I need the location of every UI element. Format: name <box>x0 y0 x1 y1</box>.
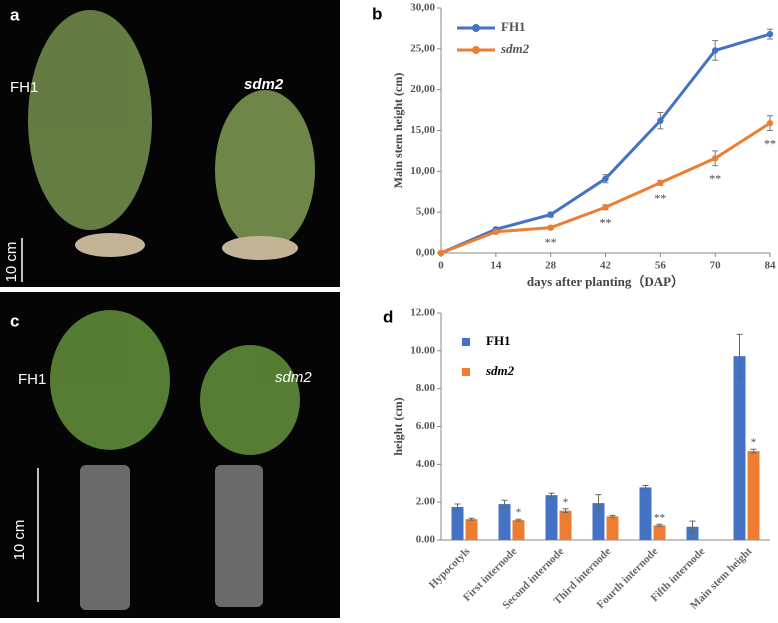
y-tick-label: 0,00 <box>416 247 436 259</box>
y-tick-label: 30,00 <box>410 2 435 14</box>
bar <box>747 451 760 540</box>
y-tick-label: 5,00 <box>416 206 436 218</box>
point <box>657 117 664 124</box>
x-tick-label: 56 <box>655 260 667 272</box>
panel-label: b <box>372 4 382 23</box>
error-bar <box>595 494 602 513</box>
x-tick-label: 84 <box>765 260 777 272</box>
y-tick-label: 25,00 <box>410 42 435 54</box>
x-tick-label: 70 <box>710 260 722 272</box>
error-bar <box>515 518 522 522</box>
bar <box>512 520 525 540</box>
annotation: ** <box>545 235 557 249</box>
legend-marker <box>472 46 480 54</box>
error-bar <box>548 492 555 498</box>
point <box>547 224 554 231</box>
x-tick-label: Hypocotyls <box>427 545 473 591</box>
annotation: ** <box>654 512 665 524</box>
bar <box>498 504 511 540</box>
plants-a <box>28 10 315 260</box>
error-bar <box>642 485 649 490</box>
legend-label: sdm2 <box>500 41 530 56</box>
error-bar <box>750 448 757 454</box>
legend-marker <box>472 24 480 32</box>
point <box>547 211 554 218</box>
error-bar <box>562 508 569 514</box>
point <box>711 47 719 54</box>
point <box>492 228 500 235</box>
y-tick-label: 6.00 <box>416 420 436 432</box>
scale-label: 10 cm <box>3 242 20 283</box>
error-bar <box>468 517 475 521</box>
error-bar <box>501 499 508 509</box>
strain-label: FH1 <box>10 79 38 96</box>
bar <box>465 519 478 540</box>
legend-label: sdm2 <box>485 363 515 378</box>
y-tick-label: 12.00 <box>410 307 435 319</box>
bar <box>733 356 746 540</box>
annotation: ** <box>654 191 666 205</box>
annotation: * <box>516 507 522 519</box>
y-tick-label: 8.00 <box>416 382 436 394</box>
photo-c <box>0 292 340 618</box>
bar <box>451 506 464 540</box>
panel-label: d <box>383 307 393 326</box>
y-axis-title: Main stem height (cm) <box>391 73 405 189</box>
point <box>657 179 664 186</box>
point <box>437 249 445 257</box>
y-tick-label: 10,00 <box>410 165 435 177</box>
annotation: ** <box>709 171 721 185</box>
annotation: ** <box>600 215 612 229</box>
strain-label: sdm2 <box>275 369 312 386</box>
plants-c <box>50 310 300 610</box>
x-tick-label: 14 <box>490 260 502 272</box>
error-bar <box>609 514 616 518</box>
point <box>602 204 609 211</box>
y-tick-label: 2.00 <box>416 496 436 508</box>
scale-label: 10 cm <box>11 520 28 561</box>
legend-swatch <box>462 338 470 346</box>
x-tick-label: 28 <box>545 260 557 272</box>
point <box>766 30 774 38</box>
y-tick-label: 10.00 <box>410 344 435 356</box>
x-tick-label: 42 <box>600 260 612 272</box>
y-tick-label: 0.00 <box>416 534 436 546</box>
legend-label: FH1 <box>486 333 511 348</box>
annotation: * <box>751 437 757 449</box>
error-bar <box>736 333 743 379</box>
point <box>766 119 774 127</box>
error-bar <box>689 520 696 533</box>
annotation: ** <box>764 136 776 150</box>
point <box>602 175 609 182</box>
y-axis-title: height (cm) <box>391 397 405 455</box>
strain-label: sdm2 <box>244 76 284 93</box>
x-axis-title: days after planting（DAP） <box>527 274 684 289</box>
bar <box>545 495 558 540</box>
error-bar <box>454 503 461 511</box>
bar <box>639 487 652 540</box>
y-tick-label: 15,00 <box>410 124 435 136</box>
annotation: * <box>563 496 569 508</box>
legend-label: FH1 <box>501 19 526 34</box>
point <box>711 155 719 162</box>
bar <box>592 503 605 540</box>
panel-label: c <box>10 311 19 330</box>
bar <box>686 526 699 540</box>
strain-label: FH1 <box>18 371 46 388</box>
panel-label: a <box>10 5 20 24</box>
x-tick-label: 0 <box>438 260 444 272</box>
legend-swatch <box>462 368 470 376</box>
line <box>440 121 771 255</box>
bar <box>653 525 666 540</box>
error-bar <box>656 523 663 527</box>
bar <box>559 510 572 540</box>
bar <box>606 516 619 540</box>
y-tick-label: 20,00 <box>410 83 435 95</box>
y-tick-label: 4.00 <box>416 458 436 470</box>
